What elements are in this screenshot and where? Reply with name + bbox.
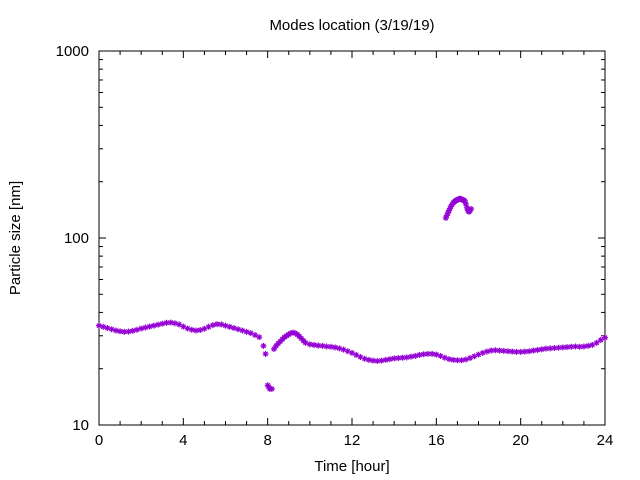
data-point (332, 344, 339, 351)
data-point (167, 319, 174, 326)
data-point (580, 343, 587, 350)
data-point (386, 356, 393, 363)
data-point (408, 353, 415, 360)
data-point (429, 350, 436, 357)
data-point (327, 343, 334, 350)
y-tick-label: 10 (72, 417, 89, 434)
data-point (319, 342, 326, 349)
data-point (420, 351, 427, 358)
data-point (585, 342, 592, 349)
x-tick-label: 24 (597, 432, 614, 449)
data-point (403, 354, 410, 361)
data-point (416, 351, 423, 358)
data-point (597, 336, 604, 343)
data-point (593, 339, 600, 346)
data-point (589, 341, 596, 348)
data-point (155, 321, 162, 328)
data-point (302, 339, 309, 346)
data-point (602, 334, 608, 341)
data-point (146, 323, 153, 330)
data-point (262, 350, 269, 357)
data-point (382, 356, 389, 363)
x-axis-label: Time [hour] (314, 458, 389, 475)
x-tick-label: 16 (428, 432, 445, 449)
data-point (483, 348, 490, 355)
data-point (230, 325, 237, 332)
data-point (315, 342, 322, 349)
data-point (226, 323, 233, 330)
data-point (184, 325, 191, 332)
x-tick-label: 0 (95, 432, 103, 449)
data-point (268, 385, 275, 392)
data-point (96, 322, 102, 329)
data-point (100, 323, 107, 330)
data-point (235, 326, 242, 333)
data-point (142, 324, 149, 331)
data-point (159, 320, 166, 327)
data-point (176, 321, 183, 328)
data-point (104, 325, 111, 332)
x-tick-label: 12 (344, 432, 361, 449)
x-axis: 0 4 8 12 16 20 24 (95, 51, 614, 449)
x-tick-label: 8 (263, 432, 271, 449)
data-point (108, 326, 115, 333)
data-point (252, 331, 259, 338)
data-point (412, 352, 419, 359)
chart-title: Modes location (3/19/19) (269, 17, 434, 34)
data-point (133, 326, 140, 333)
data-point (349, 349, 355, 356)
data-point (538, 346, 545, 353)
data-point (209, 322, 216, 329)
data-point (445, 356, 452, 363)
data-point (243, 328, 250, 335)
data-point (468, 205, 475, 212)
data-point (150, 322, 157, 329)
y-tick-label: 1000 (56, 43, 89, 60)
plot-frame (98, 50, 606, 426)
data-point (378, 357, 385, 364)
data-point (129, 327, 136, 334)
data-point (138, 325, 145, 332)
data-point (526, 348, 533, 355)
data-point (239, 327, 246, 334)
y-axis: 10 100 1000 (56, 43, 605, 434)
data-point (218, 321, 225, 328)
data-point (353, 351, 360, 358)
data-points (96, 195, 608, 392)
data-point (125, 328, 132, 335)
x-tick-label: 4 (179, 432, 187, 449)
data-point (260, 342, 267, 349)
data-point (306, 341, 313, 348)
data-point (399, 354, 406, 361)
data-point (547, 345, 554, 352)
y-tick-label: 100 (64, 230, 89, 247)
data-point (311, 341, 318, 348)
data-point (188, 326, 195, 333)
data-point (530, 347, 537, 354)
data-point (256, 334, 263, 341)
y-axis-label: Particle size [nm] (7, 181, 24, 295)
data-point (270, 345, 277, 352)
data-point (222, 322, 229, 329)
data-point (112, 327, 119, 334)
x-tick-label: 20 (512, 432, 529, 449)
data-point (201, 325, 208, 332)
data-point (534, 346, 541, 353)
data-point (542, 345, 549, 352)
data-point (365, 356, 372, 363)
data-point (458, 357, 465, 364)
data-point (450, 356, 457, 363)
